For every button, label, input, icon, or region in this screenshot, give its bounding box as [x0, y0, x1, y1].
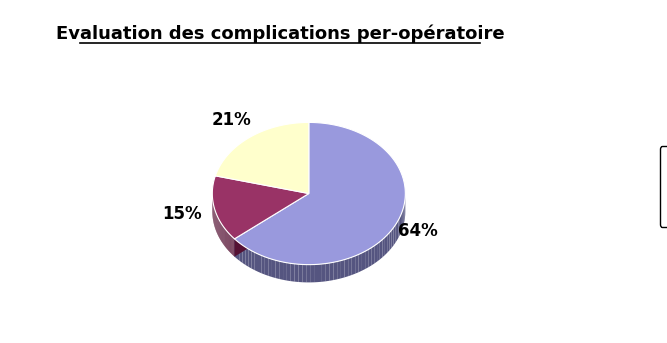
Polygon shape — [251, 251, 255, 270]
Polygon shape — [368, 248, 372, 267]
Legend: CV, Pulmonaire, Autres: CV, Pulmonaire, Autres — [660, 146, 667, 227]
Polygon shape — [356, 255, 359, 274]
Polygon shape — [275, 260, 279, 279]
Polygon shape — [235, 193, 309, 257]
Polygon shape — [237, 241, 239, 261]
Polygon shape — [402, 209, 403, 229]
Polygon shape — [398, 217, 400, 238]
Text: 21%: 21% — [212, 111, 252, 130]
Polygon shape — [235, 122, 406, 265]
Polygon shape — [314, 264, 318, 282]
Polygon shape — [298, 264, 302, 282]
Polygon shape — [235, 193, 309, 257]
Polygon shape — [268, 258, 272, 277]
Polygon shape — [258, 254, 261, 273]
Polygon shape — [382, 237, 385, 257]
Polygon shape — [310, 264, 314, 282]
Polygon shape — [400, 214, 401, 235]
Polygon shape — [403, 206, 404, 227]
Polygon shape — [394, 225, 396, 246]
Polygon shape — [392, 228, 394, 248]
Polygon shape — [306, 264, 310, 282]
Polygon shape — [396, 223, 397, 243]
Polygon shape — [348, 257, 352, 276]
Polygon shape — [345, 259, 348, 277]
Text: Evaluation des complications per-opératoire: Evaluation des complications per-opérato… — [56, 24, 504, 43]
Polygon shape — [245, 247, 248, 267]
Polygon shape — [318, 264, 322, 282]
Polygon shape — [322, 263, 325, 282]
Polygon shape — [329, 262, 334, 281]
Polygon shape — [325, 263, 329, 281]
Polygon shape — [359, 253, 362, 272]
Polygon shape — [302, 264, 306, 282]
Polygon shape — [397, 220, 398, 240]
Polygon shape — [341, 260, 345, 279]
Polygon shape — [239, 243, 243, 263]
Polygon shape — [261, 256, 265, 275]
Polygon shape — [265, 257, 268, 276]
Polygon shape — [401, 212, 402, 232]
Polygon shape — [374, 244, 377, 263]
Polygon shape — [365, 250, 368, 269]
Polygon shape — [248, 249, 251, 269]
Polygon shape — [334, 261, 338, 280]
Polygon shape — [388, 233, 390, 253]
Polygon shape — [255, 252, 258, 272]
Polygon shape — [377, 242, 380, 262]
Polygon shape — [295, 264, 298, 282]
Polygon shape — [215, 122, 309, 193]
Polygon shape — [212, 176, 309, 239]
Polygon shape — [362, 251, 365, 271]
Polygon shape — [283, 262, 287, 281]
Polygon shape — [291, 263, 295, 282]
Text: 15%: 15% — [162, 205, 201, 224]
Polygon shape — [372, 246, 374, 265]
Polygon shape — [380, 239, 382, 260]
Polygon shape — [385, 235, 388, 255]
Text: 64%: 64% — [398, 222, 438, 240]
Polygon shape — [287, 263, 291, 281]
Polygon shape — [279, 261, 283, 280]
Polygon shape — [338, 261, 341, 279]
Polygon shape — [390, 230, 392, 250]
Polygon shape — [235, 239, 237, 259]
Polygon shape — [243, 245, 245, 265]
Polygon shape — [352, 256, 356, 275]
Polygon shape — [272, 259, 275, 278]
